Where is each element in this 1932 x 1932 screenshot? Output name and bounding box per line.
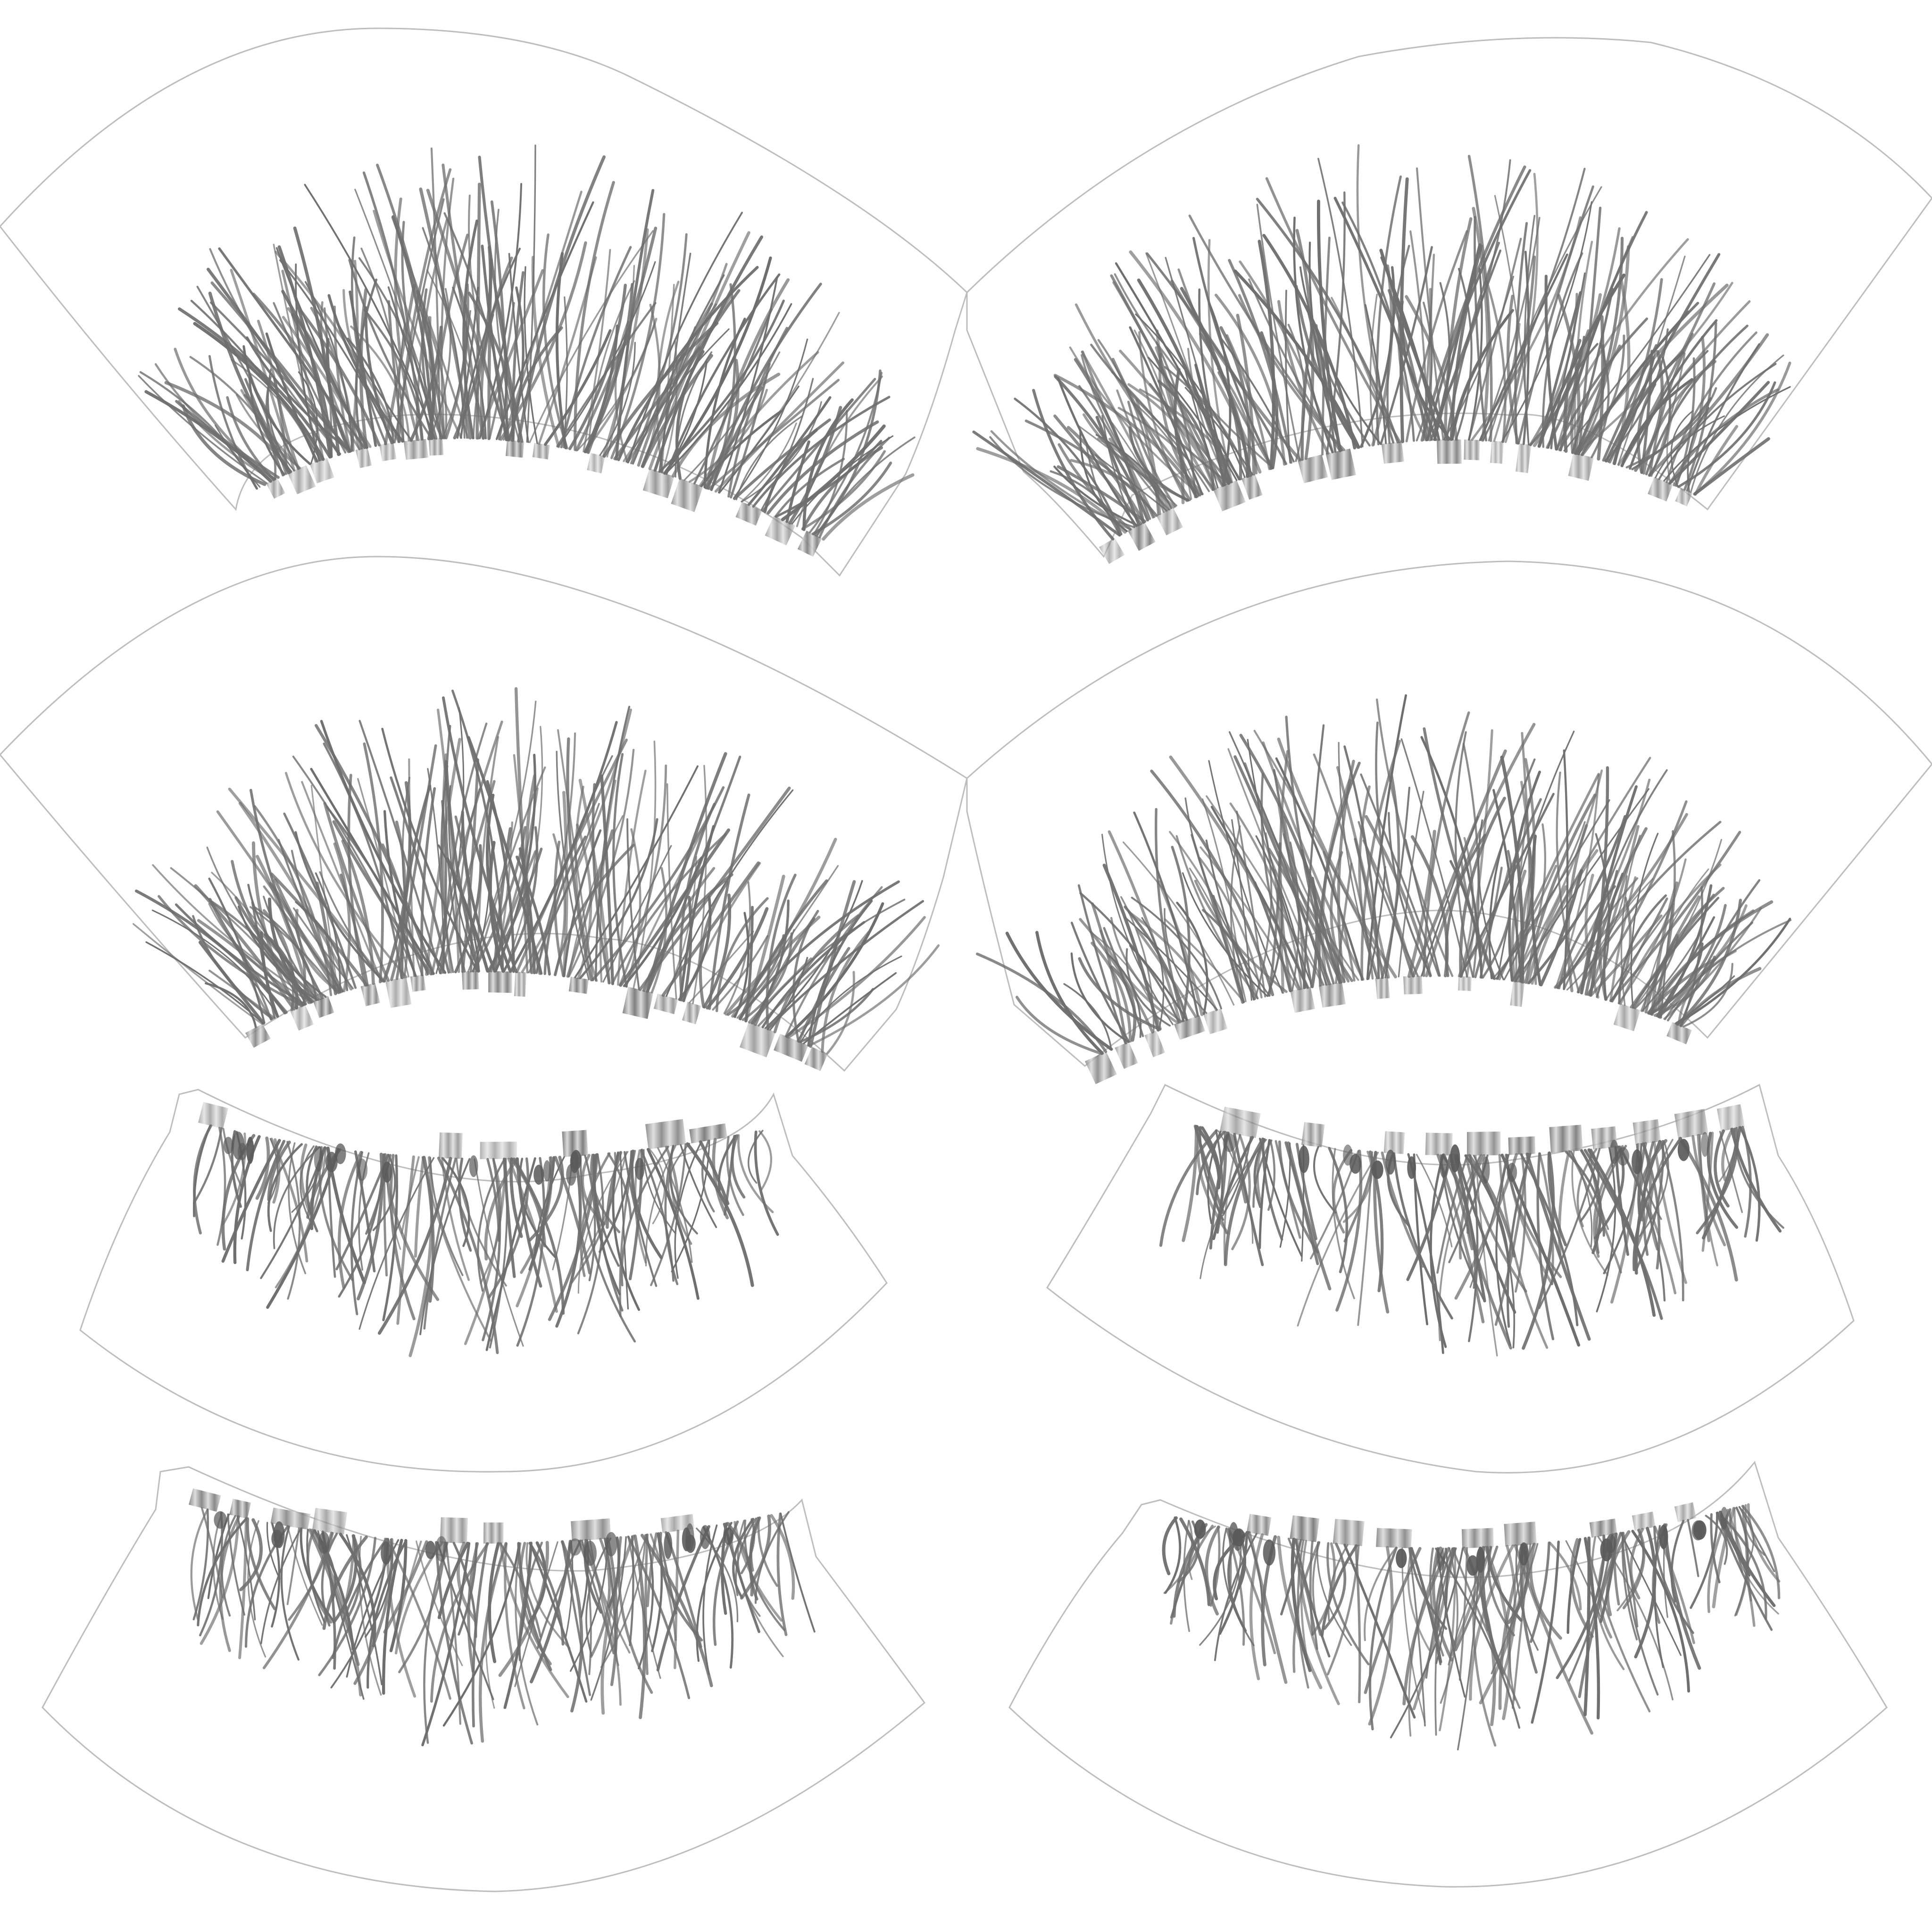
lower-lash-left-2 xyxy=(42,1466,926,1892)
upper-lash-left-1 xyxy=(0,27,968,577)
upper-lash-right-1 xyxy=(966,37,1932,564)
lower-lash-left-2-roots xyxy=(214,1511,734,1566)
lower-lash-right-1-hairs xyxy=(1159,1124,1784,1357)
upper-lash-right-1-band xyxy=(1099,439,1693,564)
lower-lash-right-1-roots xyxy=(1223,1132,1709,1184)
upper-lash-right-2-hairs xyxy=(976,694,1792,1055)
upper-lash-left-2-outline xyxy=(0,556,968,1072)
lower-lash-right-1-band xyxy=(1219,1104,1745,1156)
lower-lash-right-1-outline xyxy=(1046,1083,1855,1474)
lower-lash-left-2-outline xyxy=(42,1466,926,1892)
lower-lash-left-2-band xyxy=(189,1488,695,1544)
upper-lash-right-2 xyxy=(966,560,1932,1084)
lower-lash-right-1 xyxy=(1046,1083,1855,1474)
upper-lash-right-2-outline xyxy=(966,560,1932,1067)
lower-lash-right-2-outline xyxy=(1008,1460,1888,1888)
upper-lash-left-2 xyxy=(0,556,968,1072)
upper-lash-left-1-hairs xyxy=(138,144,916,541)
upper-lash-left-1-band xyxy=(266,438,822,557)
upper-lash-right-1-outline xyxy=(966,37,1932,558)
lower-lash-right-2-band xyxy=(1246,1502,1697,1549)
lower-lash-left-1-hairs xyxy=(192,1124,779,1357)
upper-lash-right-1-hairs xyxy=(972,144,1791,541)
lower-lash-left-2-hairs xyxy=(190,1507,816,1747)
lower-lash-left-1-roots xyxy=(223,1132,645,1186)
lower-lash-right-2-roots xyxy=(1194,1507,1728,1576)
lower-lash-left-1 xyxy=(79,1089,888,1473)
lower-lash-left-1-band xyxy=(198,1102,727,1159)
upper-lash-left-2-band xyxy=(245,971,828,1071)
upper-lash-left-2-hairs xyxy=(132,687,940,1055)
lower-lash-right-2 xyxy=(1008,1460,1888,1888)
upper-lash-left-1-outline xyxy=(0,27,968,577)
